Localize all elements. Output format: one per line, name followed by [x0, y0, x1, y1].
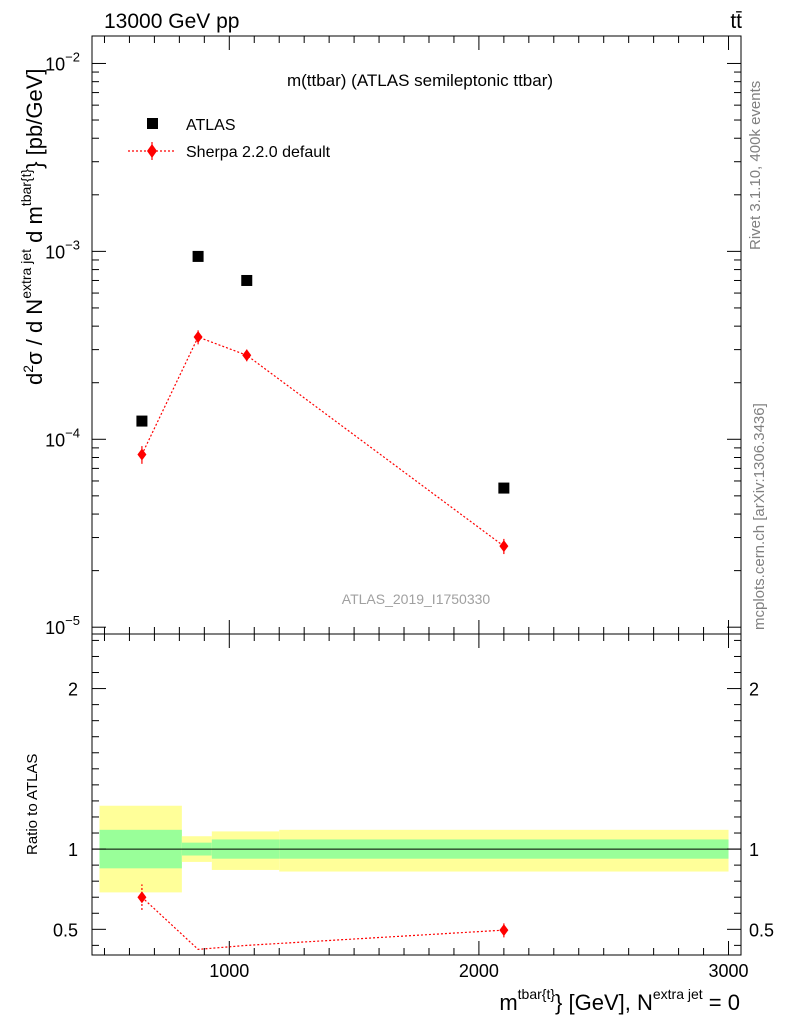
y-tick-label: 10−3: [45, 237, 80, 262]
ratio-axis-ticks: 0.5 0.5 1 1 2 2 1000 2000 3000: [53, 634, 774, 981]
x-tick-label: 2000: [459, 961, 499, 981]
sherpa-line: [141, 336, 505, 547]
ratio-y-tick-label-right: 2: [749, 680, 759, 700]
mcplots-label: mcplots.cern.ch [arXiv:1306.3436]: [751, 403, 768, 630]
ratio-y-tick-label-right: 0.5: [749, 920, 774, 940]
ratio-y-axis-label: Ratio to ATLAS: [24, 754, 41, 855]
x-axis-label: mtbar{t}} [GeV], Nextra jet = 0: [499, 986, 740, 1015]
sherpa-point: [499, 540, 509, 553]
y-tick-label: 10−4: [45, 425, 80, 450]
ratio-panel: 0.5 0.5 1 1 2 2 1000 2000 3000 Ratio to ATLAS mt…: [24, 633, 774, 1015]
legend: ATLAS Sherpa 2.2.0 default: [128, 117, 331, 161]
x-tick-label: 3000: [708, 961, 748, 981]
ratio-y-tick-label: 1: [68, 840, 78, 860]
main-title: m(ttbar) (ATLAS semileptonic ttbar): [287, 71, 553, 90]
x-tick-label: 1000: [209, 961, 249, 981]
ratio-y-tick-label: 2: [68, 680, 78, 700]
main-panel: 10−5 10−4 10−3 10−2 m(ttbar) (ATLAS semilep…: [18, 35, 742, 638]
rivet-label: Rivet 3.1.10, 400k events: [747, 81, 764, 250]
y-tick-label: 10−5: [45, 613, 80, 638]
sherpa-point: [242, 349, 252, 362]
legend-marker-atlas: [147, 118, 158, 129]
ratio-sherpa-point: [137, 891, 147, 904]
ratio-sherpa-line: [141, 896, 504, 951]
ratio-sherpa-point: [499, 924, 509, 937]
y-tick-label: 10−2: [45, 49, 80, 74]
sherpa-point: [193, 331, 203, 344]
atlas-point: [241, 274, 253, 286]
ratio-y-tick-label: 0.5: [53, 920, 78, 940]
main-y-axis-label: d2σ / d Nextra jet d mtbar{t}} [pb/GeV]: [18, 69, 47, 385]
atlas-point: [192, 250, 204, 262]
atlas-point: [136, 415, 148, 427]
ratio-y-tick-label-right: 1: [749, 840, 759, 860]
process-label: tt̄: [730, 10, 742, 33]
legend-label-sherpa: Sherpa 2.2.0 default: [186, 144, 331, 161]
legend-marker-sherpa: [147, 144, 157, 158]
watermark: ATLAS_2019_I1750330: [342, 591, 491, 607]
atlas-point: [498, 482, 510, 494]
main-axis-ticks: 10−5 10−4 10−3 10−2: [45, 36, 741, 638]
energy-label: 13000 GeV pp: [104, 10, 239, 33]
legend-label-atlas: ATLAS: [186, 117, 236, 134]
sherpa-point: [137, 448, 147, 461]
ratio-frame: [91, 633, 742, 956]
